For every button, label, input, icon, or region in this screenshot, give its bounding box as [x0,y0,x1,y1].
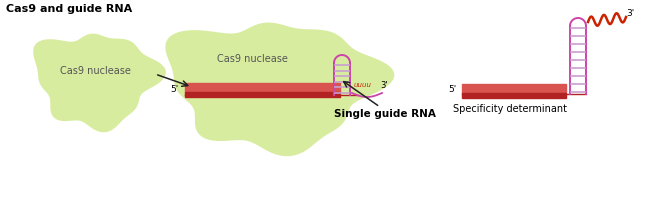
Text: 3': 3' [626,9,634,18]
Text: Cas9 and guide RNA: Cas9 and guide RNA [6,4,132,14]
Text: Cas9 nuclease: Cas9 nuclease [216,54,287,64]
Bar [462,93,566,98]
Text: Specificity determinant: Specificity determinant [453,104,567,114]
Polygon shape [33,34,166,132]
Text: 3': 3' [380,81,388,90]
Bar [185,92,340,97]
Polygon shape [165,22,394,156]
Bar [185,83,340,92]
Text: uuuu: uuuu [354,82,372,88]
Text: 5': 5' [449,86,457,95]
Text: 5': 5' [171,86,179,95]
Bar [462,84,566,93]
Text: Single guide RNA: Single guide RNA [334,109,436,119]
Text: Cas9 nuclease: Cas9 nuclease [59,66,130,76]
